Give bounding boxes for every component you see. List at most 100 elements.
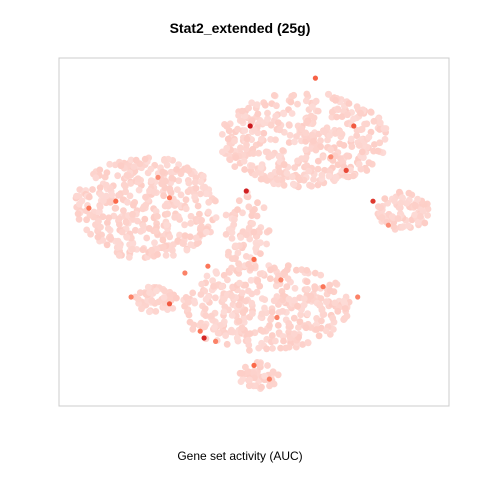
cell-point (147, 177, 155, 185)
cell-point (294, 100, 301, 108)
cell-point (159, 168, 167, 176)
cell-point (288, 173, 296, 181)
cell-point (162, 177, 170, 185)
cell-point (344, 111, 351, 119)
cell-point (284, 275, 292, 282)
cell-point (334, 106, 342, 113)
cell-point (132, 156, 140, 164)
cell-point (242, 297, 250, 305)
cell-point (263, 345, 270, 353)
cell-point (353, 103, 361, 110)
highlight-point (328, 154, 334, 160)
cell-point (291, 296, 298, 304)
cell-point (291, 284, 299, 292)
cell-point (196, 210, 203, 218)
cell-point (267, 266, 274, 274)
cell-point (302, 146, 310, 154)
cell-point (261, 304, 268, 312)
cell-point (231, 137, 238, 145)
cell-point (275, 152, 283, 160)
cell-point (314, 157, 322, 165)
cell-point (231, 216, 238, 223)
cell-point (75, 215, 83, 223)
cell-point (317, 295, 325, 302)
cell-point (343, 152, 351, 160)
cell-point (253, 212, 261, 220)
cell-point (357, 126, 365, 134)
cell-point (273, 102, 280, 110)
cell-point (211, 323, 219, 331)
cell-point (103, 241, 111, 249)
cell-point (120, 207, 127, 215)
cell-point (221, 303, 229, 311)
cell-point (299, 341, 306, 348)
cell-point (296, 318, 304, 326)
cell-point (132, 226, 139, 234)
cell-point (129, 210, 136, 218)
cell-point (276, 126, 284, 134)
cell-point (244, 336, 252, 344)
cell-point (209, 277, 217, 285)
cell-point (146, 289, 154, 296)
cell-point (223, 144, 231, 152)
cell-point (173, 166, 181, 173)
cell-point (182, 196, 190, 204)
cell-point (285, 139, 293, 146)
cell-point (238, 370, 246, 377)
cell-point (347, 135, 355, 143)
cell-point (85, 193, 93, 201)
cell-point (92, 174, 100, 182)
cell-point (142, 193, 149, 201)
cell-point (185, 311, 193, 319)
cell-point (312, 97, 320, 105)
cell-point (264, 109, 271, 117)
cell-point (99, 213, 107, 221)
highlight-point (197, 328, 203, 334)
cell-point (253, 242, 261, 250)
cell-point (83, 216, 90, 224)
cell-point (114, 237, 122, 245)
cell-point (338, 113, 346, 120)
cell-point (285, 320, 293, 327)
highlight-point (113, 198, 119, 204)
cell-point (256, 282, 264, 290)
cell-point (261, 296, 269, 303)
cell-point (237, 378, 245, 385)
cell-point (187, 241, 195, 249)
cell-point (148, 297, 156, 305)
cell-point (234, 125, 242, 133)
cell-point (234, 249, 242, 257)
cell-point (126, 192, 134, 200)
cell-point (338, 167, 346, 175)
cell-point (191, 193, 199, 201)
cell-point (129, 245, 136, 253)
cell-point (348, 143, 356, 151)
cell-point (227, 328, 235, 336)
cell-point (235, 260, 243, 267)
cell-point (322, 327, 330, 335)
cell-point (73, 192, 80, 200)
cell-point (330, 326, 337, 333)
cell-point (421, 219, 429, 227)
cell-point (340, 297, 348, 305)
cell-point (201, 323, 209, 331)
cell-point (261, 101, 269, 109)
cell-point (357, 165, 365, 173)
cell-point (176, 231, 183, 239)
cell-point (389, 213, 396, 221)
cell-point (205, 208, 212, 216)
cell-point (248, 117, 256, 124)
cell-point (78, 197, 86, 205)
cell-point (264, 362, 271, 369)
cell-point (262, 148, 270, 156)
cell-point (182, 205, 190, 213)
cell-point (245, 104, 253, 112)
cell-point (218, 283, 226, 290)
cell-point (241, 127, 249, 134)
cell-point (270, 297, 278, 305)
cell-point (283, 283, 291, 291)
cell-point (270, 92, 278, 99)
cell-point (303, 267, 311, 274)
cell-point (266, 322, 273, 329)
cell-point (166, 233, 174, 241)
